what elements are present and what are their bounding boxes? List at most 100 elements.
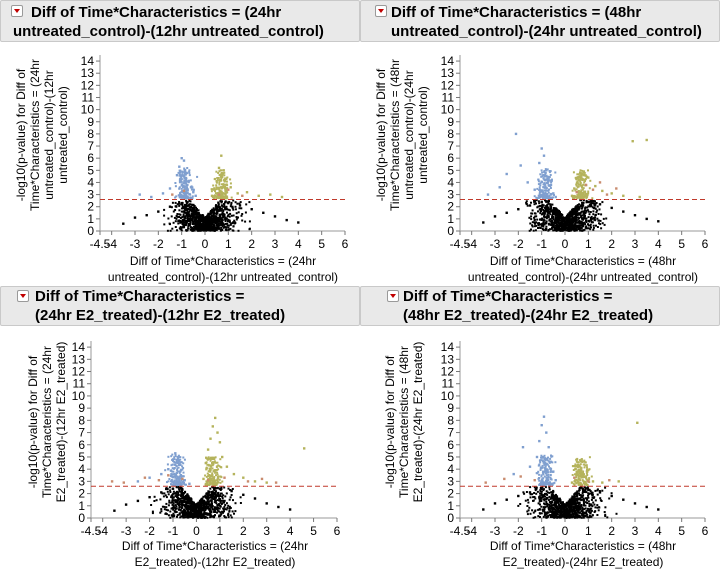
cluster-point (204, 482, 207, 485)
cloud-point (545, 503, 548, 506)
cloud-point (586, 498, 589, 501)
cloud-point (217, 216, 220, 219)
cloud-point (182, 206, 184, 209)
cloud-point (542, 488, 545, 491)
cluster-point (213, 196, 216, 199)
cloud-point (182, 514, 185, 517)
cloud-point (580, 516, 583, 519)
cloud-point (224, 222, 227, 225)
y-tick-label: 11 (73, 377, 86, 391)
cloud-point (189, 219, 192, 222)
cloud-point (185, 498, 187, 501)
cloud-point (584, 514, 586, 517)
cloud-point (248, 201, 251, 204)
cloud-point (184, 512, 187, 515)
cloud-point (568, 227, 571, 230)
cloud-point (172, 502, 175, 505)
cloud-point (546, 505, 549, 507)
cloud-point (230, 516, 233, 519)
cluster-point (547, 178, 550, 181)
cloud-point (186, 493, 189, 496)
disclosure-icon[interactable] (11, 5, 23, 17)
panel-title: Diff of Time*Characteristics = (24hr unt… (0, 0, 360, 42)
cloud-point (188, 513, 191, 516)
cluster-point (178, 181, 181, 184)
cloud-point (194, 217, 197, 220)
cloud-point (549, 507, 552, 510)
cloud-point (574, 503, 577, 506)
cluster-point (549, 471, 552, 474)
cloud-point (169, 489, 172, 492)
cloud-point (587, 500, 590, 503)
cloud-point (597, 509, 600, 512)
cloud-point (170, 496, 173, 499)
cluster-point (179, 175, 182, 178)
cloud-point (567, 226, 569, 229)
cloud-point (537, 508, 540, 511)
data-point (176, 461, 179, 465)
disclosure-icon[interactable] (387, 290, 399, 302)
disclosure-icon[interactable] (375, 5, 387, 17)
series-down-regulated (136, 452, 191, 485)
cloud-point (550, 491, 553, 494)
cloud-point (207, 513, 210, 516)
cluster-point (178, 477, 181, 480)
cloud-point (204, 221, 207, 224)
cloud-point (210, 495, 213, 498)
cloud-point (211, 215, 214, 218)
cloud-point (233, 512, 235, 515)
cluster-point (186, 195, 189, 198)
cloud-point (219, 500, 222, 503)
cluster-point (213, 476, 216, 478)
cloud-point (177, 492, 180, 495)
cloud-point (173, 515, 176, 518)
cluster-point (219, 174, 222, 177)
cloud-point (551, 507, 554, 510)
cloud-point (538, 500, 541, 503)
cloud-point (589, 205, 592, 208)
cluster-point (211, 472, 214, 475)
cloud-point (543, 511, 546, 514)
cloud-point (585, 219, 587, 222)
series-other-significant (110, 474, 278, 484)
disclosure-icon[interactable] (17, 290, 29, 302)
cloud-point (573, 512, 576, 515)
cloud-point (219, 511, 222, 514)
cloud-point (179, 508, 182, 511)
x-tick-label: -4.5 (81, 524, 102, 538)
cloud-point (190, 206, 193, 209)
cloud-point (615, 512, 618, 515)
cloud-point (220, 207, 223, 210)
cloud-point (535, 202, 537, 205)
cluster-point (184, 193, 187, 196)
cloud-point (171, 503, 174, 506)
cloud-point (224, 508, 226, 511)
cluster-point (179, 179, 182, 182)
cloud-point (229, 205, 232, 208)
cloud-point (546, 211, 549, 214)
data-point (297, 221, 300, 224)
y-tick-label: 9 (87, 115, 94, 129)
cloud-point (594, 506, 597, 509)
cloud-point (229, 496, 232, 499)
cluster-point (207, 475, 210, 478)
cloud-point (219, 217, 222, 220)
cloud-point (216, 511, 218, 514)
cloud-point (175, 499, 178, 502)
cloud-point (584, 497, 587, 500)
cloud-point (582, 217, 585, 220)
cluster-point (216, 477, 219, 480)
y-tick-label: 7 (78, 426, 85, 440)
cloud-point (195, 209, 198, 212)
cloud-point (571, 219, 574, 222)
cloud-point (548, 503, 551, 506)
cloud-point (573, 220, 575, 223)
cloud-point (555, 211, 558, 214)
cloud-point (187, 514, 190, 517)
cloud-point (574, 509, 576, 512)
cluster-point (224, 190, 227, 193)
cloud-point (207, 218, 210, 221)
cluster-point (221, 195, 224, 198)
y-tick-label: 10 (72, 389, 86, 403)
cluster-point (217, 196, 219, 199)
